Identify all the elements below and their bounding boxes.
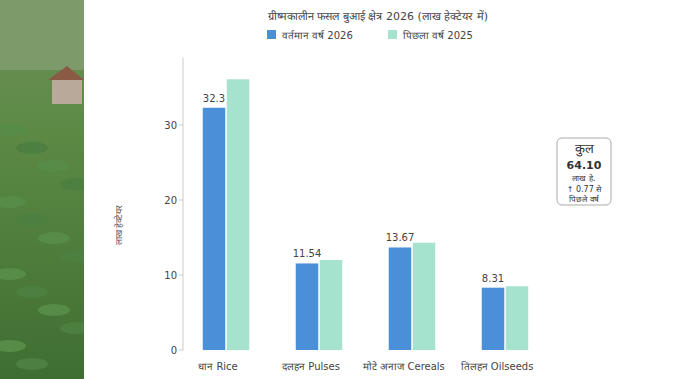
photo-leaves — [16, 358, 48, 370]
y-tick-label: 0 — [171, 345, 177, 356]
annotation-text: कुल — [575, 141, 594, 157]
photo-leaves — [16, 142, 48, 154]
title: ग्रीष्मकालीन फसल बुआई क्षेत्र 2026 (लाख … — [268, 10, 488, 23]
photo-leaves — [38, 232, 70, 244]
annotation-text: लाख हे. — [572, 173, 595, 183]
y-tick-label: 20 — [164, 195, 177, 206]
x-tick-label: दलहन Pulses — [282, 361, 340, 372]
photo-leaves — [0, 268, 26, 280]
data-label: 13.67 — [386, 232, 415, 243]
chart: ग्रीष्मकालीन फसल बुआई क्षेत्र 2026 (लाख … — [0, 0, 674, 379]
legend-label: पिछला वर्ष 2025 — [403, 30, 473, 41]
photo-leaves — [0, 124, 26, 136]
x-tick-label: धान Rice — [198, 361, 238, 372]
y-axis-label: लाख हेक्टेयर — [113, 205, 124, 246]
bar — [320, 260, 343, 350]
photo-house — [52, 78, 82, 104]
data-label: 8.31 — [482, 273, 504, 284]
y-tick — [179, 350, 183, 351]
data-label: 11.54 — [293, 248, 322, 259]
annotation-text: ↑ 0.77 से — [567, 184, 603, 194]
photo-leaves — [16, 286, 48, 298]
bar — [506, 286, 529, 350]
photo-trees — [0, 0, 84, 70]
bar — [296, 263, 319, 350]
y-axis-line — [183, 58, 184, 351]
y-tick — [179, 200, 183, 201]
bar — [203, 108, 226, 350]
y-tick-label: 30 — [164, 120, 177, 131]
x-tick-label: तिलहन Oilseeds — [461, 361, 534, 372]
legend-swatch — [388, 30, 397, 39]
x-tick-label: मोटे अनाज Cereals — [363, 361, 445, 372]
photo-leaves — [38, 160, 70, 172]
chart-panel — [84, 0, 674, 379]
bar — [413, 243, 436, 350]
legend-swatch — [267, 30, 276, 39]
y-tick — [179, 275, 183, 276]
photo-leaves — [38, 304, 70, 316]
bar — [482, 288, 505, 350]
bar — [389, 247, 412, 350]
photo-leaves — [16, 214, 48, 226]
bar — [227, 79, 250, 350]
annotation-text: पिछले वर्ष — [569, 194, 600, 204]
bars — [203, 79, 529, 350]
annotation-box — [557, 138, 611, 205]
y-tick-label: 10 — [164, 270, 177, 281]
legend-label: वर्तमान वर्ष 2026 — [282, 30, 353, 41]
annotation-text: 64.10 — [567, 159, 602, 172]
photo-leaves — [0, 196, 26, 208]
photo-roof — [48, 66, 84, 80]
photo-leaves — [0, 340, 26, 352]
data-label: 32.3 — [203, 93, 225, 104]
y-tick — [179, 125, 183, 126]
